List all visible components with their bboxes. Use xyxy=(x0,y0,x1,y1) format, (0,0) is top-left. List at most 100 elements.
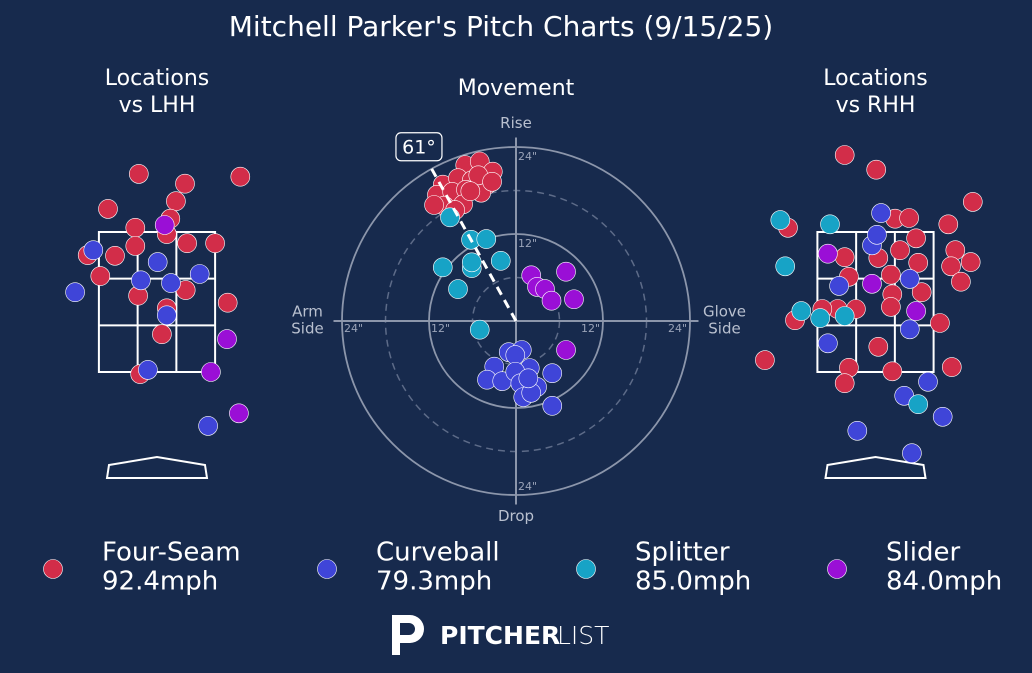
ring-label: 24" xyxy=(518,480,537,493)
legend-name: Slider xyxy=(886,538,960,568)
pitch-point xyxy=(518,368,539,389)
pitch-point xyxy=(541,290,562,311)
pitch-point xyxy=(834,247,855,268)
pitch-point xyxy=(83,240,104,260)
ring-label: 12" xyxy=(581,322,600,335)
pitch-point xyxy=(834,145,855,165)
home-plate xyxy=(824,455,927,479)
pitch-point xyxy=(198,416,218,436)
pitch-point xyxy=(862,273,882,294)
pitch-point xyxy=(866,159,887,180)
pitch-point xyxy=(906,301,926,321)
pitch-point xyxy=(448,279,468,299)
pitch-point xyxy=(556,261,576,282)
pitch-point xyxy=(542,363,563,384)
legend-marker xyxy=(317,559,337,579)
axis-label: Drop xyxy=(498,507,534,525)
logo: PITCHER LIST xyxy=(392,615,609,655)
arm-angle-label: 61° xyxy=(402,136,436,158)
legend-velocity: 85.0mph xyxy=(635,567,751,597)
pitch-point xyxy=(482,172,502,192)
pitch-point xyxy=(770,210,791,230)
legend-velocity: 92.4mph xyxy=(102,567,218,597)
pitch-point xyxy=(161,273,181,293)
pitch-point xyxy=(906,228,926,249)
pitch-point xyxy=(960,252,981,272)
pitch-point xyxy=(147,252,168,272)
pitch-point xyxy=(129,164,149,184)
pitch-point xyxy=(847,420,868,441)
pitch-point xyxy=(217,292,238,313)
legend-name: Splitter xyxy=(635,538,730,568)
pitch-point xyxy=(962,192,983,212)
arm-angle-box xyxy=(395,132,443,162)
pitch-point xyxy=(177,233,197,253)
pitch-point xyxy=(938,214,959,235)
pitch-point xyxy=(890,240,910,260)
pitch-point xyxy=(469,319,490,340)
pitch-point xyxy=(918,371,938,392)
ring-label: 12" xyxy=(431,322,450,335)
legend-name: Four-Seam xyxy=(102,538,241,568)
pitch-point xyxy=(201,362,221,382)
pitch-point xyxy=(476,229,497,249)
pitch-point xyxy=(125,218,146,238)
pitch-point xyxy=(217,329,237,349)
pitch-point xyxy=(810,308,831,328)
ring-label: 24" xyxy=(344,322,363,335)
pitch-point xyxy=(205,233,225,253)
pitch-point xyxy=(899,269,920,289)
pitch-point xyxy=(951,271,971,292)
pitch-point xyxy=(941,256,961,277)
pitch-point xyxy=(125,236,146,256)
pitch-point xyxy=(230,166,251,187)
home-plate xyxy=(105,455,209,479)
panel-title: Locations xyxy=(823,66,928,91)
pitch-point xyxy=(105,246,125,266)
pitch-point xyxy=(556,340,576,360)
ring-label: 24" xyxy=(518,150,537,163)
page-title: Mitchell Parker's Pitch Charts (9/15/25) xyxy=(229,10,773,43)
pitch-point xyxy=(490,251,511,271)
pitch-point xyxy=(424,195,444,215)
pitch-point xyxy=(882,361,903,382)
pitch-point xyxy=(902,443,922,464)
pitch-point xyxy=(899,319,920,340)
pitch-point xyxy=(834,373,855,394)
pitch-point xyxy=(189,264,210,284)
ring-label: 24" xyxy=(668,322,687,335)
pitch-point xyxy=(899,208,919,228)
pitch-point xyxy=(166,191,186,211)
pitch-point xyxy=(154,215,175,235)
logo-bold: PITCHER xyxy=(440,621,560,650)
ring-label: 12" xyxy=(518,237,537,250)
pitch-point xyxy=(440,207,460,228)
pitch-point xyxy=(98,199,118,219)
pitch-point xyxy=(505,345,526,365)
legend-name: Curveball xyxy=(376,538,500,568)
pitch-point xyxy=(152,324,172,345)
axis-label: Rise xyxy=(500,114,532,132)
pitch-point xyxy=(175,173,195,194)
pitch-point xyxy=(818,243,838,264)
pitch-point xyxy=(461,252,482,273)
pitch-point xyxy=(930,313,950,333)
pitch-point xyxy=(881,297,901,317)
pitch-point xyxy=(829,276,849,296)
pitch-point xyxy=(432,257,453,278)
pitch-point xyxy=(908,394,929,415)
pitch-point xyxy=(867,225,887,245)
pitch-point xyxy=(542,396,563,416)
pitch-point xyxy=(834,306,855,326)
pitch-point xyxy=(911,282,932,303)
pitch-point xyxy=(157,305,177,326)
panel-title: Movement xyxy=(458,76,575,101)
legend-velocity: 79.3mph xyxy=(376,567,492,597)
pitch-point xyxy=(229,403,249,424)
axis-label: Arm xyxy=(292,303,323,321)
axis-label: Side xyxy=(291,320,323,338)
pitch-point xyxy=(868,336,889,357)
legend-marker xyxy=(827,559,847,579)
pitch-point xyxy=(65,282,85,303)
